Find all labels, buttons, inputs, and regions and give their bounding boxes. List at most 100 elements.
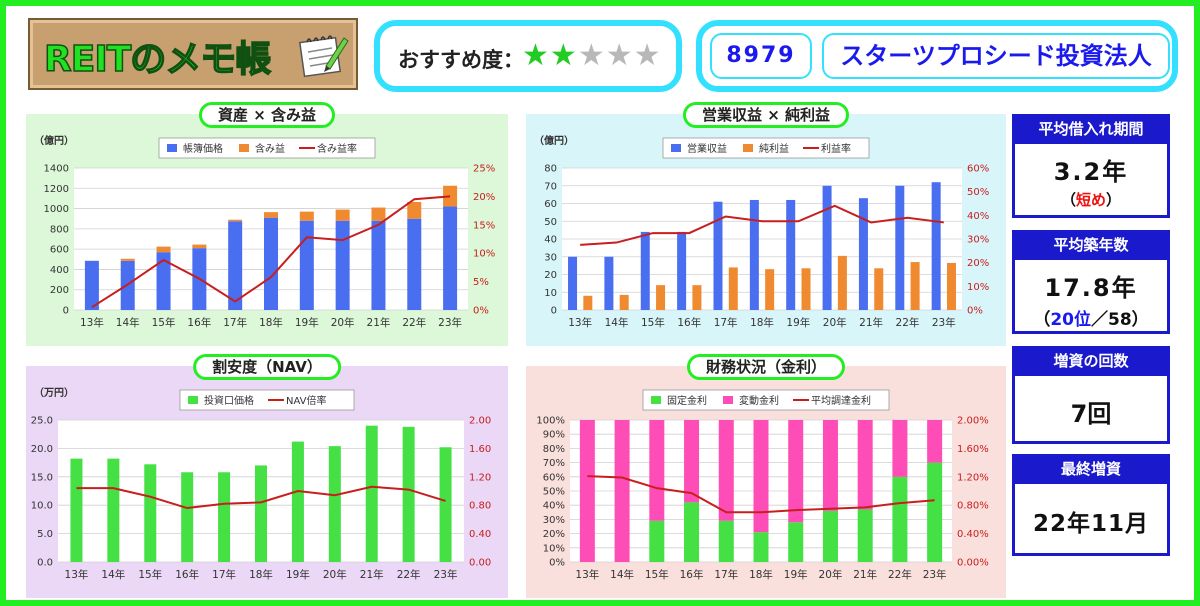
chart-2-x-tick-label: 13年 xyxy=(65,568,89,581)
chart-0-y-tick-label: 1400 xyxy=(44,164,69,175)
fund-code: 8979 xyxy=(710,33,812,79)
chart-1-bar-純利益 xyxy=(910,262,920,310)
chart-0-legend-label: 帳簿価格 xyxy=(183,142,223,155)
chart-0-bar-含み益 xyxy=(371,207,386,221)
chart-0-bar-含み益 xyxy=(335,209,350,221)
chart-0-bar-含み益 xyxy=(264,212,278,218)
chart-3-legend: 固定金利 変動金利 平均調達金利 xyxy=(642,389,890,411)
chart-1-bar-純利益 xyxy=(801,268,811,310)
chart-0-x-tick-label: 22年 xyxy=(402,316,426,329)
chart-1-bar-純利益 xyxy=(837,255,847,310)
chart-3-bar-変動金利 xyxy=(614,420,630,562)
chart-3-legend-swatch xyxy=(651,396,661,404)
chart-0-x-tick-label: 19年 xyxy=(295,316,319,329)
chart-2-bar-投資口価格 xyxy=(255,465,267,562)
chart-1-bar-営業収益 xyxy=(895,185,905,310)
chart-3-bar-変動金利 xyxy=(857,420,873,510)
chart-2-y2-tick-label: 0.40 xyxy=(469,529,491,540)
chart-0-legend-label: 含み益率 xyxy=(317,142,357,155)
chart-0-svg: （億円） 帳簿価格 含み益 含み益率 0 200 400 600 800 1000 1200 1400… xyxy=(26,114,508,346)
chart-3-bar-変動金利 xyxy=(927,420,943,463)
assets-panel: （億円） 帳簿価格 含み益 含み益率 0 200 400 600 800 1000 1200 1400… xyxy=(26,114,508,346)
star-filled-icon: ★ xyxy=(522,38,550,73)
chart-1-line-利益率 xyxy=(580,204,944,246)
chart-3-y-tick-label: 10% xyxy=(543,543,565,554)
chart-1-x-tick-label: 14年 xyxy=(605,316,629,329)
chart-0-bar-帳簿価格 xyxy=(299,220,314,310)
chart-3-bar-変動金利 xyxy=(753,420,769,533)
chart-0-bar-帳簿価格 xyxy=(84,260,99,310)
recommend-box: おすすめ度： ★★★★★ xyxy=(374,20,682,92)
chart-1-y-tick-label: 40 xyxy=(544,235,557,246)
chart-1-y2-tick-label: 10% xyxy=(967,282,989,293)
chart-3-x-tick-label: 13年 xyxy=(575,568,599,581)
chart-0-bar-含み益 xyxy=(299,211,314,221)
chart-3-bar-固定金利 xyxy=(822,510,838,562)
chart-2-legend-label: 投資口価格 xyxy=(204,394,254,407)
chart-0-x-tick-label: 20年 xyxy=(331,316,355,329)
chart-0-legend-swatch xyxy=(167,144,177,152)
chart-0-x-tick-label: 14年 xyxy=(116,316,140,329)
nav-chart-title: 割安度（NAV） xyxy=(193,354,341,380)
chart-1-x-tick-label: 23年 xyxy=(932,316,956,329)
chart-0-bar-帳簿価格 xyxy=(264,217,278,310)
chart-0-bar-含み益 xyxy=(443,185,458,207)
chart-3-y2-tick-label: 0.00% xyxy=(957,558,989,569)
chart-1-x-tick-label: 18年 xyxy=(750,316,774,329)
chart-1-bar-営業収益 xyxy=(568,256,578,310)
chart-0-legend: 帳簿価格 含み益 含み益率 xyxy=(158,137,376,159)
chart-2-legend: 投資口価格 NAV倍率 xyxy=(179,389,355,411)
title-board: REITのメモ帳 xyxy=(28,18,358,90)
chart-3-legend-label: 固定金利 xyxy=(667,394,707,407)
chart-1-bar-純利益 xyxy=(692,285,702,310)
chart-1-y2-tick-label: 40% xyxy=(967,211,989,222)
avg-loan-period-box: 3.2年 （短め） xyxy=(1012,144,1170,218)
chart-2-bar-投資口価格 xyxy=(218,472,231,562)
rating-stars: ★★★★★ xyxy=(522,38,662,73)
chart-1-x-tick-label: 20年 xyxy=(823,316,847,329)
avg-loan-period-value: 3.2年 xyxy=(1053,158,1129,186)
chart-2-y2-tick-label: 0.80 xyxy=(469,501,491,512)
chart-0-unit-label: （億円） xyxy=(34,134,74,147)
fund-name: スターツプロシード投資法人 xyxy=(822,33,1170,79)
chart-0-bar-帳簿価格 xyxy=(407,218,422,310)
avg-loan-period-label: 平均借入れ期間 xyxy=(1012,114,1170,144)
chart-0-y-tick-label: 400 xyxy=(50,265,69,276)
chart-3-legend-label: 平均調達金利 xyxy=(811,394,871,407)
chart-3-bar-固定金利 xyxy=(788,522,804,562)
chart-1-bar-純利益 xyxy=(583,295,593,310)
finance-panel: 固定金利 変動金利 平均調達金利 0% 10% 20% 30% 40% 50% 60% 70% 80%… xyxy=(526,366,1006,598)
chart-3-legend-swatch xyxy=(723,396,733,404)
chart-0-x-tick-label: 18年 xyxy=(259,316,283,329)
last-increase-box: 22年11月 xyxy=(1012,484,1170,556)
chart-0-bar-帳簿価格 xyxy=(156,252,171,310)
last-increase-label: 最終増資 xyxy=(1012,454,1170,484)
chart-2-x-tick-label: 14年 xyxy=(101,568,125,581)
chart-2-bar-投資口価格 xyxy=(365,425,378,562)
chart-2-legend-box xyxy=(179,389,355,411)
chart-2-y2-tick-label: 1.20 xyxy=(469,472,491,483)
chart-2-y-tick-label: 10.0 xyxy=(31,501,53,512)
avg-building-age-value: 17.8年 xyxy=(1044,274,1138,302)
chart-3-y-tick-label: 40% xyxy=(543,501,565,512)
chart-3-x-tick-label: 14年 xyxy=(610,568,634,581)
chart-1-bar-営業収益 xyxy=(749,199,759,310)
chart-0-bar-帳簿価格 xyxy=(443,206,458,310)
revenue-panel: （億円） 営業収益 純利益 利益率 0 10 20 30 40 50 60 70 80 0% 10% 20% 3… xyxy=(526,114,1006,346)
chart-2-unit-label: （万円） xyxy=(34,386,74,399)
chart-1-bar-営業収益 xyxy=(677,231,687,310)
chart-3-svg: 固定金利 変動金利 平均調達金利 0% 10% 20% 30% 40% 50% 60% 70% 80%… xyxy=(526,366,1006,598)
chart-2-y-tick-label: 0.0 xyxy=(37,558,53,569)
capital-increase-count-value: 7回 xyxy=(1070,400,1112,428)
chart-3-bar-固定金利 xyxy=(892,476,908,562)
chart-0-y2-tick-label: 25% xyxy=(473,164,495,175)
chart-2-y-tick-label: 25.0 xyxy=(31,416,53,427)
chart-0-y2-tick-label: 0% xyxy=(473,306,489,317)
chart-0-bar-帳簿価格 xyxy=(371,220,386,310)
chart-1-x-tick-label: 13年 xyxy=(568,316,592,329)
chart-0-y2-tick-label: 10% xyxy=(473,249,495,260)
chart-1-legend-swatch xyxy=(671,144,681,152)
chart-3-x-tick-label: 21年 xyxy=(853,568,877,581)
chart-1-bar-営業収益 xyxy=(786,199,796,310)
